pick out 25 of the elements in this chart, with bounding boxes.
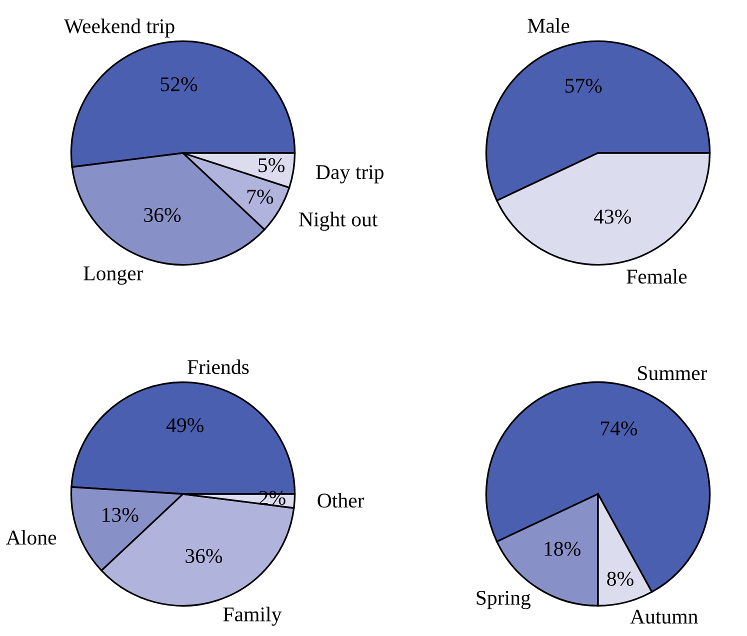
slice-label: Night out	[299, 212, 378, 231]
data-label: 5%	[258, 158, 284, 172]
slice-label: Longer	[84, 266, 144, 285]
slice-label: Male	[528, 18, 570, 33]
slice-label: Spring	[476, 590, 531, 610]
slice-label: Autumn	[630, 610, 698, 624]
data-label: 57%	[565, 78, 602, 93]
data-label: 36%	[186, 548, 222, 564]
slice-label: Other	[318, 492, 364, 508]
slice-label: Friends	[188, 359, 249, 374]
data-label: 18%	[544, 542, 580, 556]
data-label: 49%	[166, 418, 204, 432]
data-label: 8%	[607, 572, 634, 586]
data-label: 43%	[594, 210, 632, 224]
data-label: 36%	[144, 208, 181, 222]
slice-label: Alone	[6, 530, 56, 545]
data-label: 13%	[102, 508, 138, 522]
slice-label: Female	[626, 268, 687, 284]
slice-label: Weekend trip	[64, 18, 174, 38]
slice-label: Family	[223, 606, 282, 626]
data-label: 74%	[601, 421, 638, 436]
slice-label: Summer	[638, 366, 708, 380]
data-label: 52%	[160, 77, 198, 92]
data-label: 7%	[247, 190, 274, 204]
slice-label: Day trip	[316, 165, 384, 184]
